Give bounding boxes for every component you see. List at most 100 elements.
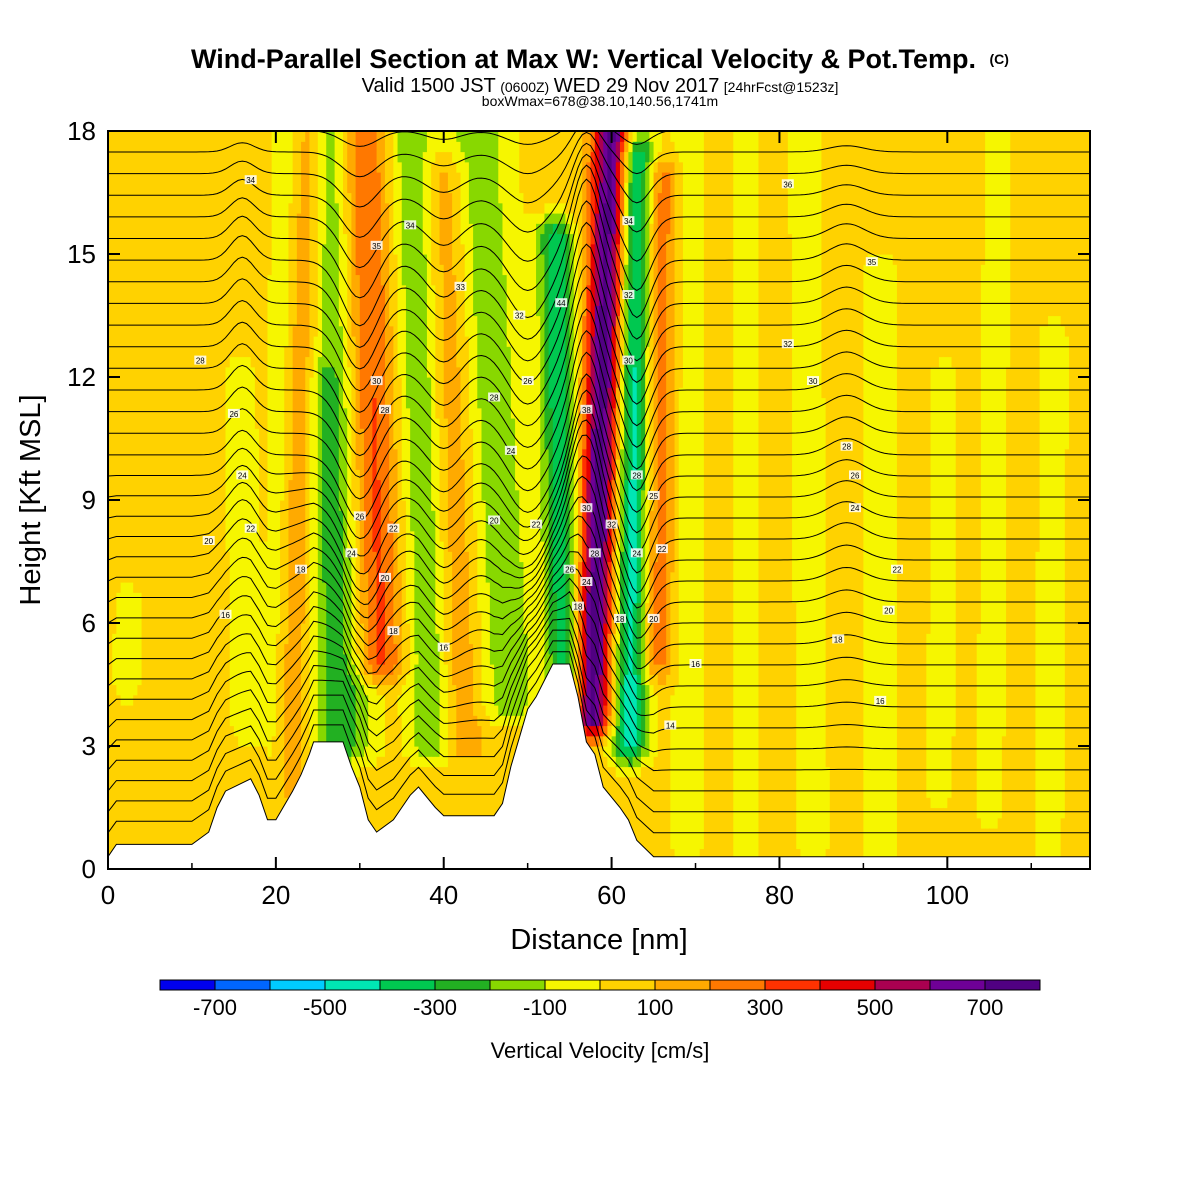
w-cell <box>292 131 298 327</box>
w-cell <box>632 131 638 142</box>
w-cell <box>615 387 621 460</box>
w-cell <box>649 684 655 768</box>
w-cell <box>619 284 625 368</box>
contour-label: 20 <box>488 515 501 526</box>
chart-title-mark: (C) <box>990 51 1009 67</box>
y-tick-label: 0 <box>82 854 96 884</box>
colorbar-segment <box>930 980 986 990</box>
w-cell <box>871 131 877 255</box>
w-cell <box>607 387 613 481</box>
w-cell <box>619 448 625 552</box>
w-cell <box>460 151 466 245</box>
chart-subtitle: Valid 1500 JST (0600Z) WED 29 Nov 2017 [… <box>362 75 839 97</box>
w-cell <box>846 131 852 869</box>
w-cell <box>825 766 831 850</box>
w-cell <box>133 131 138 593</box>
w-cell <box>309 131 315 378</box>
w-cell <box>347 192 353 368</box>
w-cell <box>645 131 650 142</box>
w-cell <box>368 664 373 675</box>
contour-label: 32 <box>622 290 635 300</box>
w-cell <box>477 612 483 727</box>
w-cell <box>896 131 902 869</box>
svg-text:14: 14 <box>666 722 675 731</box>
w-cell <box>1035 131 1041 552</box>
y-tick-label: 18 <box>67 116 96 146</box>
w-cell <box>632 366 638 604</box>
w-cell <box>124 131 130 583</box>
w-cell <box>867 131 873 255</box>
contour-label: 24 <box>236 470 249 480</box>
w-cell <box>829 131 835 869</box>
w-cell <box>938 356 944 809</box>
w-cell <box>922 131 927 869</box>
w-cell <box>548 202 554 214</box>
subtitle-forecast: [24hrFcst@1523z] <box>724 79 839 95</box>
contour-label: 22 <box>891 564 903 575</box>
svg-text:22: 22 <box>389 525 398 534</box>
contour-label: 16 <box>689 659 702 669</box>
w-cell <box>624 746 629 757</box>
w-cell <box>1014 131 1020 869</box>
w-cell <box>884 254 890 869</box>
w-cell <box>175 131 180 869</box>
w-cell <box>397 571 403 675</box>
w-cell <box>393 448 399 645</box>
w-cell <box>338 325 344 511</box>
w-cell <box>326 131 332 368</box>
colorbar-tick-label: 500 <box>857 995 894 1020</box>
w-cell <box>800 131 806 860</box>
colorbar-tick-label: -700 <box>193 995 237 1020</box>
contour-label: 22 <box>244 523 257 534</box>
svg-text:33: 33 <box>456 283 465 292</box>
w-cell <box>536 213 541 224</box>
w-cell <box>678 387 684 869</box>
x-tick-label: 0 <box>101 880 115 910</box>
w-cell <box>649 161 655 224</box>
svg-text:24: 24 <box>238 471 247 480</box>
colorbar-tick-label: -300 <box>413 995 457 1020</box>
w-cell <box>666 674 671 869</box>
w-cell <box>561 213 567 224</box>
w-cell <box>821 397 827 860</box>
w-cell <box>334 131 340 204</box>
w-cell <box>624 479 629 675</box>
w-cell <box>603 746 608 757</box>
svg-text:24: 24 <box>506 447 515 456</box>
w-cell <box>464 161 470 337</box>
w-cell <box>813 131 818 869</box>
w-cell <box>397 161 403 378</box>
w-cell <box>548 233 554 409</box>
w-cell <box>368 766 373 869</box>
w-cell <box>548 223 554 235</box>
w-cell <box>745 131 751 869</box>
w-cell <box>494 131 499 706</box>
w-cell <box>477 756 483 869</box>
svg-text:26: 26 <box>851 471 860 480</box>
w-cell <box>653 664 659 675</box>
w-cell <box>439 541 445 768</box>
w-cell <box>636 674 642 747</box>
w-cell <box>238 131 243 358</box>
w-cell <box>477 407 483 614</box>
theta-contour <box>108 329 1090 478</box>
chart-title: Wind-Parallel Section at Max W: Vertical… <box>191 44 1009 74</box>
w-cell <box>1035 551 1041 860</box>
contour-label: 24 <box>504 445 517 456</box>
w-cell <box>280 131 285 501</box>
w-cell <box>468 643 474 757</box>
w-cell <box>997 817 1003 869</box>
w-cell <box>229 131 235 358</box>
svg-text:25: 25 <box>649 492 658 501</box>
contour-label: 44 <box>555 298 568 308</box>
w-cell <box>1060 325 1066 819</box>
theta-contour <box>108 419 1090 575</box>
y-tick-label: 12 <box>67 362 96 392</box>
contour-label: 34 <box>404 220 417 230</box>
w-cell <box>460 243 466 460</box>
w-cell <box>460 131 466 153</box>
w-cell <box>233 131 239 358</box>
w-cell <box>645 161 650 347</box>
w-cell <box>351 664 357 686</box>
w-cell <box>930 366 936 809</box>
